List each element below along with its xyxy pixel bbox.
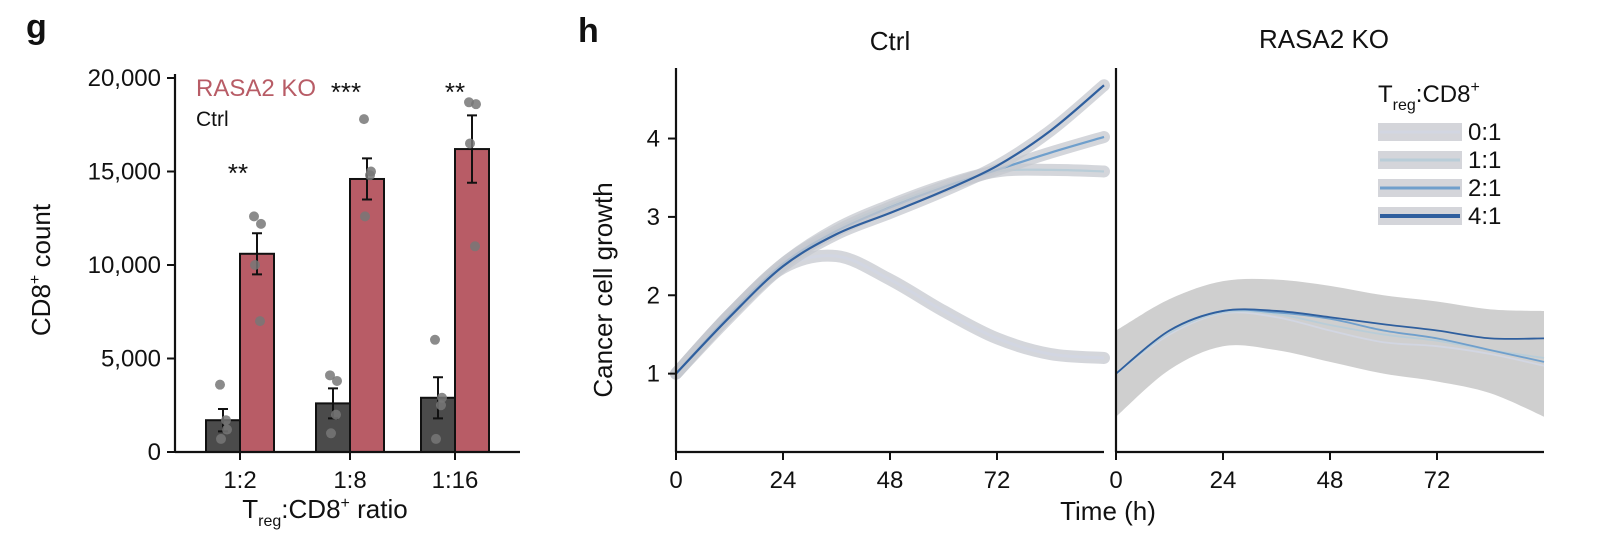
growth-lines [670, 79, 1545, 380]
data-point [465, 138, 475, 149]
ci-ribbon-1-1 [670, 163, 1110, 380]
ci-ribbon-4-1 [670, 79, 1110, 380]
data-point [250, 260, 260, 270]
significance-stars: ** [445, 77, 465, 107]
x-tick-label: 0 [669, 467, 682, 494]
legend-label: 4:1 [1468, 203, 1501, 230]
x-tick-label: 24 [770, 467, 797, 494]
data-point [431, 433, 441, 444]
bar-axes [173, 74, 520, 454]
data-point [256, 218, 266, 229]
line-legend: Treg:CD8+ 0:11:12:14:1 [1378, 79, 1501, 230]
legend-label: 0:1 [1468, 119, 1501, 146]
data-point [221, 415, 231, 426]
data-point [471, 99, 481, 110]
ko-line-0-1 [1115, 311, 1545, 375]
data-point [249, 211, 259, 222]
significance-stars: ** [228, 158, 248, 188]
panel-letter-g: g [26, 8, 47, 46]
y-tick-label: 2 [647, 282, 660, 309]
legend-label: 2:1 [1468, 175, 1501, 202]
x-tick-label: 1:8 [333, 467, 366, 494]
data-point [359, 114, 369, 125]
x-tick-label: 24 [1210, 467, 1237, 494]
legend-ko: RASA2 KO [196, 75, 316, 102]
y-tick-label: 1 [647, 361, 660, 388]
data-point [215, 379, 225, 390]
bar-ko-2 [454, 148, 490, 453]
x-tick-label: 1:2 [223, 467, 256, 494]
y-tick-label: 10,000 [88, 252, 161, 279]
data-point [222, 424, 232, 435]
y-axis-title-g: CD8+ count [26, 203, 56, 336]
legend-title: Treg:CD8+ [1378, 79, 1480, 114]
y-tick-label: 20,000 [88, 65, 161, 92]
line-ticks: 0 24 48 72 1 2 3 4 0 24 48 72 [647, 126, 1451, 494]
data-point [325, 370, 335, 381]
data-point [360, 211, 370, 222]
x-tick-label: 72 [984, 467, 1011, 494]
data-point [470, 241, 480, 252]
data-point [436, 400, 446, 411]
ko-line-4-1 [1115, 308, 1545, 375]
x-tick-label: 0 [1109, 467, 1122, 494]
data-point [365, 170, 375, 181]
facet-title-ko: RASA2 KO [1259, 24, 1389, 54]
bar-legend: RASA2 KO Ctrl [196, 75, 316, 131]
facet-title-ctrl: Ctrl [870, 26, 910, 56]
x-tick-label: 1:16 [432, 467, 479, 494]
error-bar [467, 114, 477, 184]
data-point [216, 433, 226, 444]
y-axis-title-h: Cancer cell growth [588, 182, 618, 397]
data-point [332, 375, 342, 386]
x-tick-label: 48 [877, 467, 904, 494]
significance-marks: ***** ** [228, 77, 465, 188]
ctrl-line-4-1 [675, 84, 1105, 375]
y-tick-label: 5,000 [101, 346, 161, 373]
y-tick-label: 3 [647, 204, 660, 231]
data-point [255, 316, 265, 327]
bar-ticks: 1:2 1:8 1:16 0 5,000 10,000 15,000 20,000 [88, 65, 479, 494]
significance-stars: *** [331, 77, 361, 107]
bar-marks [205, 97, 490, 454]
y-tick-label: 0 [148, 439, 161, 466]
y-tick-label: 15,000 [88, 159, 161, 186]
legend-label: 1:1 [1468, 147, 1501, 174]
legend-ctrl: Ctrl [196, 108, 229, 131]
data-point [430, 334, 440, 345]
panel-letter-h: h [578, 12, 599, 50]
data-point [326, 428, 336, 439]
data-point [437, 392, 447, 403]
x-tick-label: 72 [1424, 467, 1451, 494]
line-chart-h: 0 24 48 72 1 2 3 4 0 24 48 72 Ctrl RASA2 KO Cancer … [588, 24, 1545, 526]
x-axis-title-h: Time (h) [1060, 496, 1156, 526]
x-axis-title-g: Treg:CD8+ ratio [242, 494, 407, 530]
y-tick-label: 4 [647, 126, 660, 153]
bar-ko-0 [239, 252, 275, 453]
x-tick-label: 48 [1317, 467, 1344, 494]
data-point [331, 409, 341, 420]
